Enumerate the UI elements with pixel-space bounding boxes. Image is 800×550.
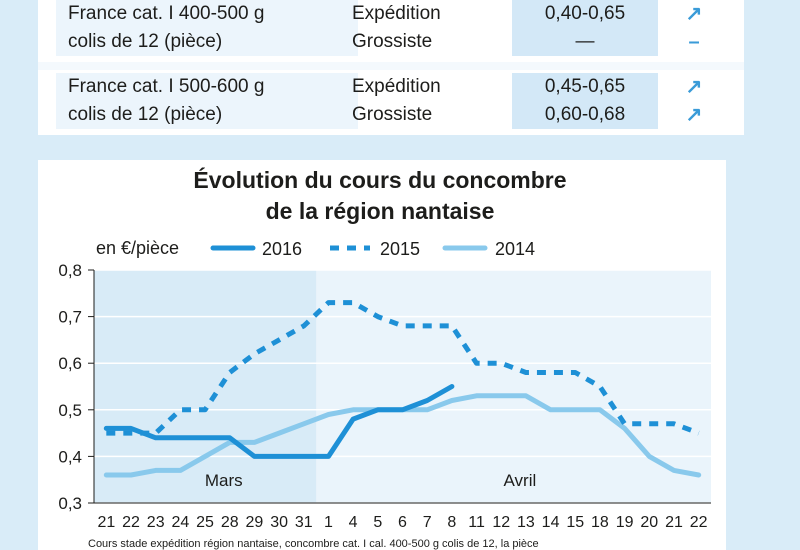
x-tick-label: 28: [221, 514, 239, 531]
y-tick-label: 0,3: [58, 494, 82, 513]
price-value: 0,60-0,68: [544, 104, 626, 125]
stage-label: Expédition: [352, 3, 441, 24]
x-tick-label: 1: [324, 514, 333, 531]
x-tick-label: 7: [423, 514, 432, 531]
x-tick-label: 6: [398, 514, 407, 531]
row-separator: [38, 62, 744, 70]
x-tick-label: 31: [295, 514, 313, 531]
x-tick-label: 5: [373, 514, 382, 531]
price-cell: 0,45-0,65 0,60-0,68: [512, 73, 658, 129]
x-tick-label: 22: [122, 514, 140, 531]
x-tick-label: 29: [246, 514, 264, 531]
month-label: Mars: [205, 471, 243, 490]
x-tick-label: 22: [690, 514, 708, 531]
series-line-2016: [103, 384, 455, 459]
series-line-2015: [106, 300, 700, 436]
y-tick-label: 0,7: [58, 308, 82, 327]
x-tick-label: 25: [196, 514, 214, 531]
x-tick-label: 20: [640, 514, 658, 531]
trend-cell: ↗ –: [664, 0, 724, 56]
price-value: 0,40-0,65: [544, 3, 626, 24]
price-value: —: [575, 31, 595, 52]
chart-title: Évolution du cours du concombre de la ré…: [0, 165, 760, 227]
product-label: France cat. I 400-500 g: [68, 3, 265, 24]
stage-label: Expédition: [352, 76, 441, 97]
chart-footnote: Cours stade expédition région nantaise, …: [88, 538, 539, 550]
legend-label-2015: 2015: [380, 239, 420, 259]
product-cell: France cat. I 400-500 g colis de 12 (pièc…: [56, 0, 358, 56]
x-tick-label: 11: [468, 514, 485, 531]
y-tick-label: 0,4: [58, 447, 82, 466]
month-label: Avril: [504, 471, 537, 490]
x-tick-label: 21: [97, 514, 115, 531]
x-tick-label: 24: [171, 514, 189, 531]
x-tick-label: 21: [665, 514, 683, 531]
y-tick-label: 0,5: [58, 401, 82, 420]
legend-label-2016: 2016: [262, 239, 302, 259]
price-row: France cat. I 500-600 g colis de 12 (pièc…: [38, 73, 744, 129]
chart-title-line-1: Évolution du cours du concombre: [193, 167, 567, 193]
x-tick-label: 8: [447, 514, 456, 531]
x-tick-label: 18: [591, 514, 609, 531]
legend-unit-label: en €/pièce: [96, 238, 179, 258]
price-row: France cat. I 400-500 g colis de 12 (pièc…: [38, 0, 744, 56]
stage-cell: Expédition Grossiste: [352, 0, 502, 56]
legend-label-2014: 2014: [495, 239, 535, 259]
trend-up-arrow-icon: ↗: [685, 3, 703, 25]
x-tick-label: 12: [492, 514, 510, 531]
price-value: 0,45-0,65: [544, 76, 626, 97]
x-tick-label: 14: [542, 514, 560, 531]
x-tick-label: 13: [517, 514, 535, 531]
stage-cell: Expédition Grossiste: [352, 73, 502, 129]
trend-cell: ↗ ↗: [664, 73, 724, 129]
march-shade: [94, 270, 317, 503]
trend-up-arrow-icon: ↗: [685, 76, 703, 98]
stage-label: Grossiste: [352, 31, 433, 52]
x-tick-label: 19: [616, 514, 634, 531]
trend-flat-dash-icon: –: [688, 31, 700, 53]
y-tick-label: 0,8: [58, 261, 82, 280]
x-tick-label: 30: [270, 514, 288, 531]
chart-title-line-2: de la région nantaise: [265, 198, 495, 224]
stage-label: Grossiste: [352, 104, 433, 125]
price-cell: 0,40-0,65 —: [512, 0, 658, 56]
x-tick-label: 23: [147, 514, 165, 531]
x-tick-label: 4: [349, 514, 358, 531]
y-tick-label: 0,6: [58, 354, 82, 373]
trend-up-arrow-icon: ↗: [685, 104, 703, 126]
product-cell: France cat. I 500-600 g colis de 12 (pièc…: [56, 73, 358, 129]
x-tick-label: 15: [566, 514, 584, 531]
product-label: colis de 12 (pièce): [68, 104, 223, 125]
product-label: France cat. I 500-600 g: [68, 76, 265, 97]
product-label: colis de 12 (pièce): [68, 31, 223, 52]
